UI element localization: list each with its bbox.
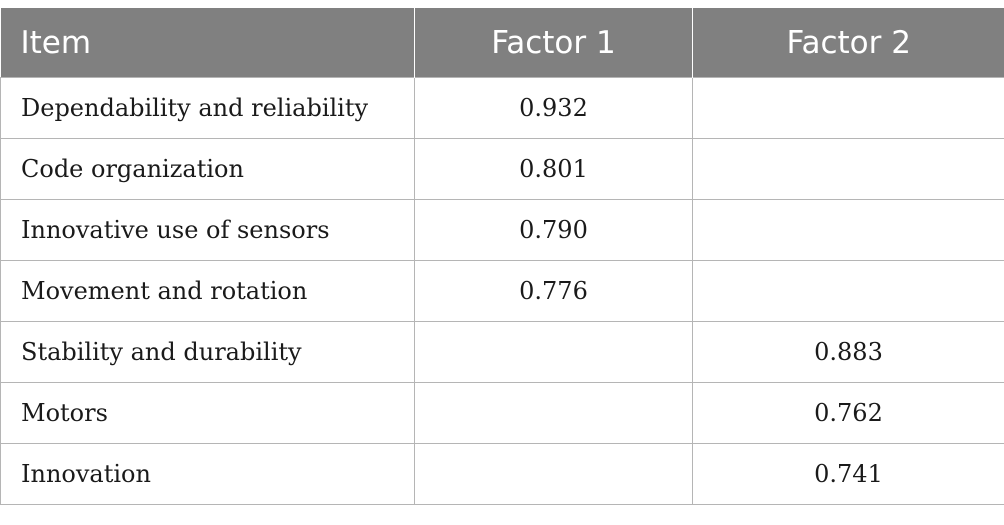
item-cell: Movement and rotation [0,260,415,322]
item-cell: Motors [0,382,415,444]
item-cell: Innovative use of sensors [0,199,415,261]
factor-loading-table: Item Factor 1 Factor 2 Dependability and… [0,8,1004,505]
table-header: Item Factor 1 Factor 2 [0,8,1004,78]
factor-2-cell [692,138,1004,200]
factor-1-cell: 0.932 [414,77,693,139]
factor-1-cell: 0.801 [414,138,693,200]
factor-2-cell: 0.762 [692,382,1004,444]
item-cell: Innovation [0,443,415,505]
table-row: Code organization 0.801 [0,138,1004,200]
header-item: Item [0,8,415,78]
table-row: Innovation 0.741 [0,443,1004,505]
header-row: Item Factor 1 Factor 2 [0,8,1004,78]
factor-2-cell [692,260,1004,322]
factor-1-cell [414,321,693,383]
factor-1-cell: 0.790 [414,199,693,261]
header-factor-1: Factor 1 [414,8,693,78]
factor-1-cell [414,382,693,444]
table-row: Dependability and reliability 0.932 [0,77,1004,139]
table-body: Dependability and reliability 0.932 Code… [0,77,1004,505]
factor-2-cell: 0.741 [692,443,1004,505]
factor-1-cell: 0.776 [414,260,693,322]
header-factor-2: Factor 2 [692,8,1004,78]
factor-1-cell [414,443,693,505]
factor-2-cell [692,77,1004,139]
table-row: Movement and rotation 0.776 [0,260,1004,322]
factor-2-cell: 0.883 [692,321,1004,383]
item-cell: Stability and durability [0,321,415,383]
table-row: Stability and durability 0.883 [0,321,1004,383]
table-row: Innovative use of sensors 0.790 [0,199,1004,261]
item-cell: Code organization [0,138,415,200]
table-row: Motors 0.762 [0,382,1004,444]
factor-2-cell [692,199,1004,261]
item-cell: Dependability and reliability [0,77,415,139]
